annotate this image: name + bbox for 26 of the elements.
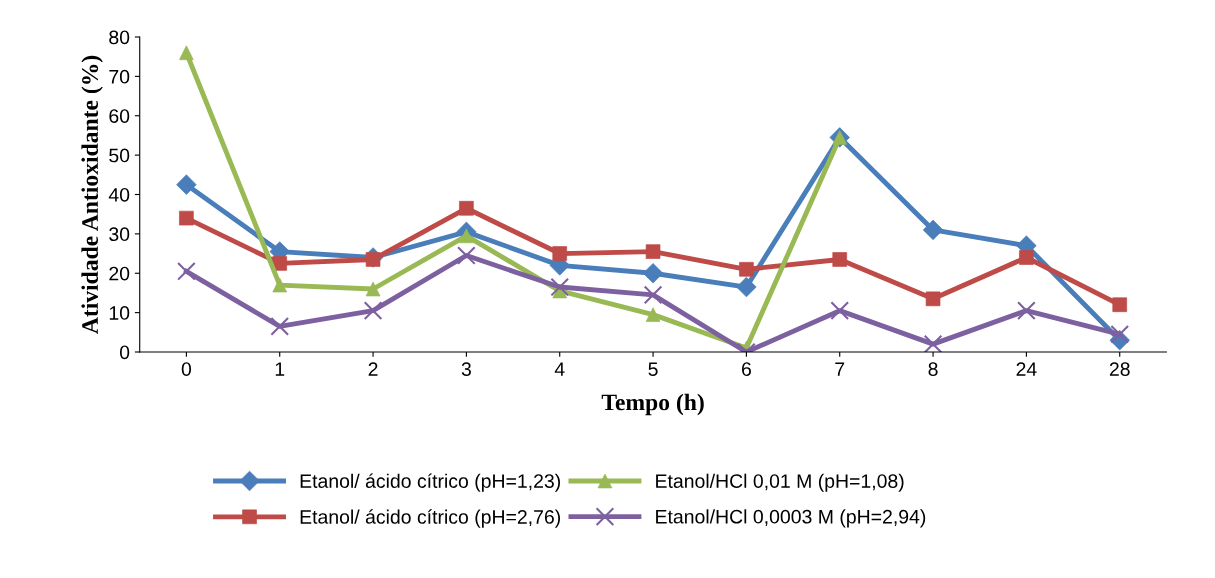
y-axis-title: Atividade Antioxidante (%) bbox=[81, 55, 103, 334]
y-tick-label: 80 bbox=[109, 30, 130, 45]
x-axis-title: Tempo (h) bbox=[601, 393, 704, 416]
y-tick-label: 30 bbox=[109, 227, 130, 242]
x-tick-label: 0 bbox=[181, 362, 192, 377]
legend-label: Etanol/ ácido cítrico (pH=1,23) bbox=[300, 473, 561, 492]
legend-label: Etanol/HCl 0,01 M (pH=1,08) bbox=[656, 473, 904, 492]
y-tick-label: 0 bbox=[119, 345, 130, 360]
x-tick-label: 1 bbox=[275, 362, 285, 376]
y-tick-label: 70 bbox=[109, 69, 130, 84]
y-tick-label: 20 bbox=[109, 266, 130, 281]
legend-label: Etanol/ ácido cítrico (pH=2,76) bbox=[300, 509, 561, 528]
x-tick-label: 5 bbox=[648, 362, 658, 377]
x-tick-label: 4 bbox=[554, 362, 565, 376]
x-tick-label: 7 bbox=[835, 362, 845, 376]
x-tick-label: 24 bbox=[1016, 362, 1037, 376]
x-tick-label: 6 bbox=[741, 362, 751, 377]
legend-label: Etanol/HCl 0,0003 M (pH=2,94) bbox=[656, 509, 926, 528]
y-tick-label: 60 bbox=[109, 109, 130, 123]
x-tick-label: 3 bbox=[461, 362, 471, 377]
y-tick-label: 40 bbox=[108, 187, 130, 202]
x-tick-label: 2 bbox=[368, 362, 378, 376]
x-tick-label: 28 bbox=[1109, 362, 1130, 377]
x-tick-label: 8 bbox=[928, 362, 938, 377]
y-tick-label: 50 bbox=[109, 148, 130, 163]
y-tick-label: 10 bbox=[109, 306, 130, 320]
